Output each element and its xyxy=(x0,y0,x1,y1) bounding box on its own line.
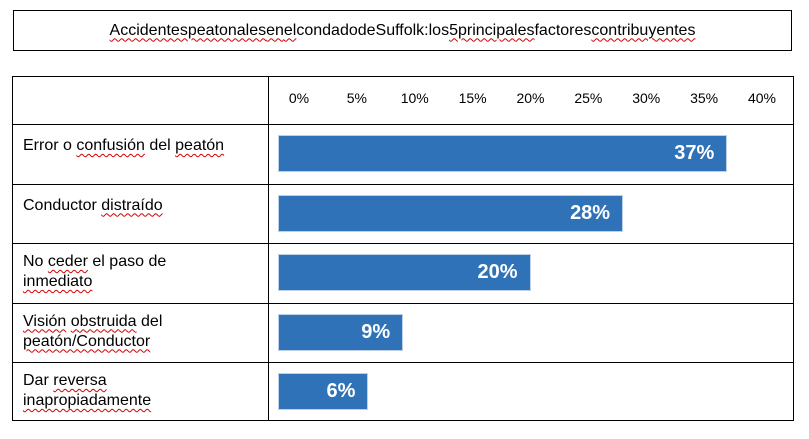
title-word: en xyxy=(266,21,284,39)
category-label-word: reversa xyxy=(53,372,107,389)
row-divider xyxy=(13,124,793,125)
category-label-line: Visión obstruida del xyxy=(23,312,263,332)
bar: 9% xyxy=(278,313,404,351)
category-label-word: Visión xyxy=(23,312,67,330)
x-tick-label: 20% xyxy=(516,90,545,106)
x-tick-label: 25% xyxy=(574,90,603,106)
category-label: Conductor distraído xyxy=(23,196,263,216)
title-word: los xyxy=(428,21,450,39)
category-label-line: inmediato xyxy=(23,272,263,292)
title-word: de xyxy=(357,21,376,39)
category-label-line: Error o confusión del peatón xyxy=(23,136,263,156)
category-label-word: peatón/Conductor xyxy=(23,332,151,350)
category-label-word: Error xyxy=(23,137,59,154)
category-label-word: No xyxy=(23,253,44,270)
category-label-line: No ceder el paso de xyxy=(23,252,263,272)
x-tick-label: 15% xyxy=(458,90,487,106)
title-word: principales xyxy=(457,21,535,39)
category-label-word: ceder xyxy=(47,253,88,270)
bar: 6% xyxy=(278,373,369,410)
category-label-word: inmediato xyxy=(23,273,93,290)
label-column-divider xyxy=(268,77,269,420)
bar-data-label: 37% xyxy=(674,142,715,164)
title-word: contribuyentes xyxy=(591,21,696,39)
x-tick-label: 35% xyxy=(690,90,719,106)
category-label-word: distraído xyxy=(101,196,163,214)
bar-data-label: 9% xyxy=(361,320,391,343)
category-label-word: Dar xyxy=(23,372,49,389)
title-word: peatonales xyxy=(187,21,267,39)
category-label-word: de xyxy=(148,253,167,270)
category-label-line: Dar reversa xyxy=(23,371,263,391)
row-divider xyxy=(13,243,793,244)
title-word: Suffolk: xyxy=(375,21,429,39)
bar-data-label: 6% xyxy=(326,380,356,402)
x-tick-label: 10% xyxy=(400,90,429,106)
category-label-line: Conductor distraído xyxy=(23,196,263,216)
title-word: factores xyxy=(534,21,592,39)
category-label-line: inapropiadamente xyxy=(23,391,263,411)
x-tick-label: 0% xyxy=(288,90,310,106)
category-label-word: confusión xyxy=(76,137,145,154)
bar: 20% xyxy=(278,254,531,291)
title-word: el xyxy=(283,21,297,39)
category-label: Visión obstruida del peatón/Conductor xyxy=(23,312,263,352)
category-label: Dar reversa inapropiadamente xyxy=(23,371,263,411)
category-label-word: Conductor xyxy=(23,196,97,214)
row-divider xyxy=(13,362,793,363)
category-label-word: obstruida xyxy=(70,312,137,330)
chart-title: Accidentes peatonales en el condado de S… xyxy=(13,10,792,51)
bar: 37% xyxy=(278,135,728,172)
row-divider xyxy=(13,302,793,304)
x-tick-label: 30% xyxy=(632,90,661,106)
title-word: condado xyxy=(296,21,358,39)
category-label-word: peatón xyxy=(175,137,225,154)
x-tick-label: 40% xyxy=(747,90,777,106)
chart-table: 0% 5% 10% 15% 20% 25% 30% 35% 40% Error o confus… xyxy=(12,76,794,421)
category-label-word: o xyxy=(63,137,72,154)
category-label: Error o confusión del peatón xyxy=(23,136,263,156)
title-word: 5 xyxy=(449,21,458,39)
category-label-word: del xyxy=(149,137,171,154)
category-label-line: peatón/Conductor xyxy=(23,332,263,352)
category-label: No ceder el paso de inmediato xyxy=(23,252,263,292)
category-label-word: del xyxy=(141,312,163,330)
category-label-word: paso xyxy=(109,253,144,270)
bar: 28% xyxy=(278,194,624,232)
x-tick-label: 5% xyxy=(346,90,367,106)
bar-data-label: 20% xyxy=(477,261,518,283)
category-label-word: el xyxy=(92,253,105,270)
category-label-word: inapropiadamente xyxy=(23,392,152,409)
bar-data-label: 28% xyxy=(570,201,611,224)
row-divider xyxy=(13,183,793,185)
title-word: Accidentes xyxy=(109,21,188,39)
